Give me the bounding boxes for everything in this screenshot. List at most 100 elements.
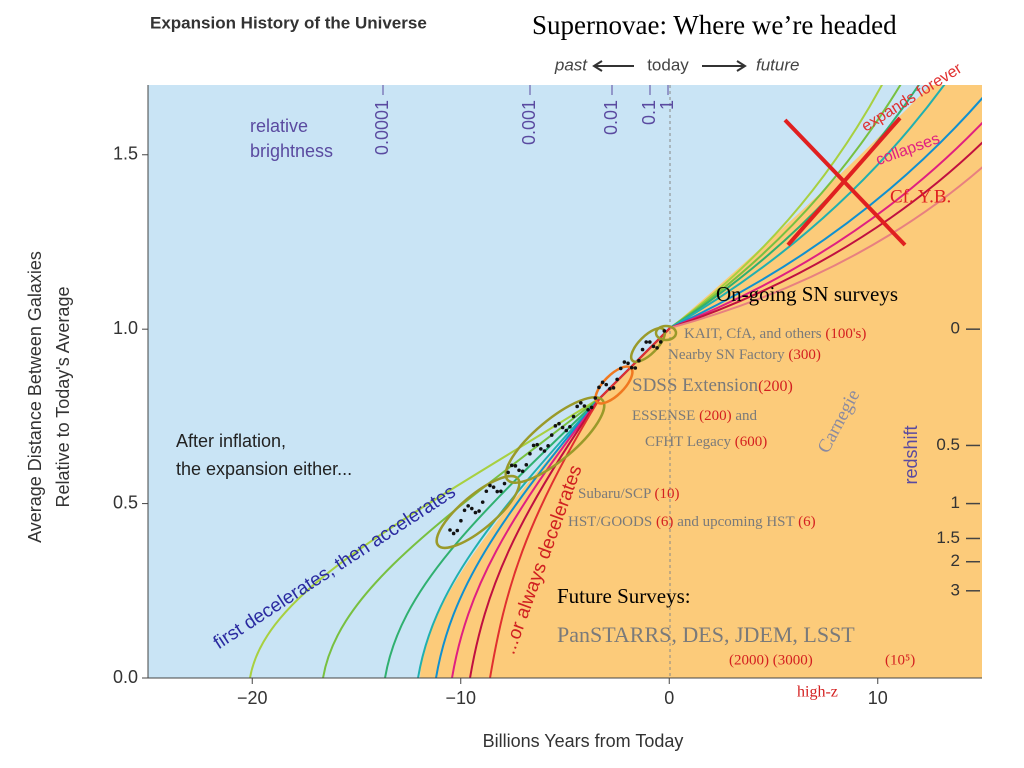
dot	[564, 428, 569, 433]
dot	[600, 380, 605, 385]
survey-part: (6)	[656, 514, 674, 530]
arrow	[702, 60, 747, 72]
dot	[658, 340, 663, 344]
top-axis-label: relative	[250, 116, 308, 136]
survey: Nearby SN Factory (300)	[668, 347, 821, 363]
top-axis-label: brightness	[250, 141, 333, 161]
future-count: (10⁵)	[885, 652, 915, 668]
x-tick-label: 10	[868, 688, 888, 708]
dot	[466, 504, 470, 508]
decelerating-region	[420, 85, 982, 678]
dot	[528, 451, 532, 456]
dot	[640, 347, 645, 352]
dot	[662, 329, 667, 333]
dot	[655, 346, 659, 350]
dot	[637, 358, 641, 363]
survey-part: Subaru/SCP	[578, 486, 655, 502]
section-label: On-going SN surveys	[716, 282, 898, 306]
dot	[604, 382, 609, 387]
curve	[669, 85, 902, 329]
survey-part: (300)	[788, 347, 821, 363]
dot	[560, 425, 565, 430]
ellipse	[504, 396, 606, 484]
survey-part: CFHT Legacy	[645, 434, 735, 450]
survey-part: (6)	[798, 514, 816, 530]
dot	[629, 365, 634, 370]
section-label: Future Surveys:	[557, 584, 691, 608]
dot	[571, 414, 576, 419]
dot	[586, 407, 590, 412]
curve	[451, 327, 671, 678]
curve	[669, 96, 982, 329]
dot	[593, 396, 598, 400]
y-tick-label: 1.5	[113, 144, 138, 164]
dot	[622, 360, 627, 364]
dot	[575, 404, 579, 409]
dot	[539, 447, 543, 451]
survey-part: and upcoming HST	[673, 514, 798, 530]
dot	[542, 449, 547, 453]
dot	[553, 424, 558, 428]
future-list: PanSTARRS, DES, JDEM, LSST	[557, 622, 855, 647]
dot	[546, 444, 550, 448]
survey: CFHT Legacy (600)	[645, 434, 767, 450]
y2-tick-label: 3	[951, 580, 960, 599]
curve	[669, 141, 982, 329]
survey-part: Nearby SN Factory	[668, 347, 788, 363]
top-tick-label: 1	[657, 100, 677, 110]
top-tick-label: 0.01	[601, 100, 621, 135]
cross-out	[783, 116, 907, 247]
survey-part: (200)	[758, 378, 793, 395]
dot	[520, 469, 525, 474]
curve	[669, 85, 946, 329]
survey-part: HST/GOODS	[568, 514, 656, 530]
supernova-points	[448, 329, 667, 536]
ellipse	[435, 474, 521, 550]
curve	[669, 166, 982, 329]
dot	[517, 468, 521, 473]
survey-part: SDSS Extension	[632, 375, 759, 396]
survey-part: KAIT, CfA, and others	[684, 326, 825, 342]
curve	[249, 327, 671, 678]
survey-part: ESSENSE	[632, 408, 699, 424]
high-z: high-z	[797, 684, 838, 701]
dot	[618, 366, 623, 371]
time-past: past	[554, 55, 588, 74]
y2-axis-label: redshift	[901, 425, 921, 484]
time-today: today	[647, 55, 689, 74]
dot	[608, 387, 612, 391]
survey-part: (10)	[655, 486, 680, 502]
curve	[417, 327, 671, 678]
dot	[495, 489, 500, 494]
dot	[531, 443, 536, 448]
survey-part: and	[732, 408, 758, 424]
y2-tick-label: 1	[951, 493, 960, 512]
dot	[611, 386, 616, 390]
dot	[615, 377, 619, 382]
time-future: future	[756, 55, 799, 74]
y-tick-label: 0.0	[113, 667, 138, 687]
survey-part: (100's)	[825, 326, 866, 342]
annotation: After inflation,	[176, 431, 286, 451]
dot	[589, 405, 594, 410]
curve	[669, 121, 982, 329]
dot	[448, 528, 452, 532]
note: Cf. Y.B.	[890, 186, 951, 207]
dot	[524, 462, 529, 467]
y-tick-label: 1.0	[113, 318, 138, 338]
arrow	[592, 60, 634, 72]
dot	[499, 489, 503, 494]
y-axis-label: Average Distance Between Galaxies	[25, 251, 45, 543]
survey: Subaru/SCP (10)	[578, 486, 680, 502]
curve	[489, 327, 671, 678]
dot	[484, 489, 489, 494]
dot	[480, 500, 485, 504]
future-count: (2000) (3000)	[729, 652, 813, 668]
survey: ESSENSE (200) and	[632, 408, 758, 424]
annotation: the expansion either...	[176, 459, 352, 479]
survey: KAIT, CfA, and others (100's)	[684, 326, 866, 342]
dot	[462, 508, 467, 513]
curve	[669, 85, 883, 329]
